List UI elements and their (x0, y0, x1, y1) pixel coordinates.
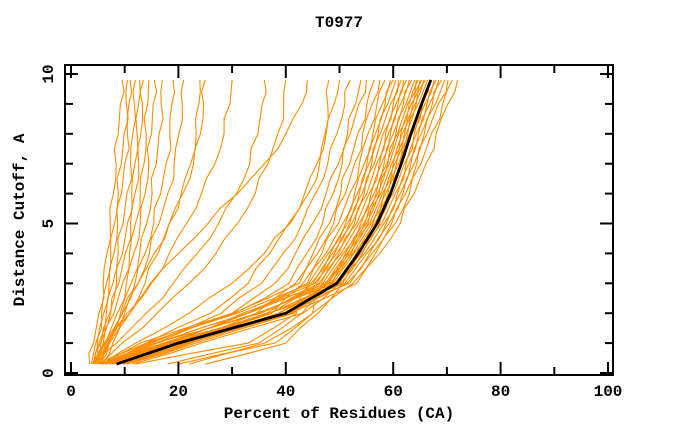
model-curve (98, 79, 164, 365)
model-curve (116, 79, 449, 365)
model-curve (205, 79, 440, 365)
model-curves-layer (88, 79, 459, 366)
model-curve (119, 79, 400, 365)
model-curve (97, 79, 158, 365)
y-axis-title: Distance Cutoff, A (11, 133, 29, 306)
x-axis-title: Percent of Residues (CA) (224, 405, 454, 423)
model-curve (101, 79, 397, 365)
y-tick-label: 10 (40, 64, 58, 83)
x-tick-label: 80 (491, 383, 510, 401)
y-tick-label: 0 (40, 368, 58, 378)
model-curve (96, 79, 150, 365)
model-curve (100, 79, 287, 365)
x-tick-label: 20 (169, 383, 188, 401)
model-curve (102, 79, 341, 365)
model-curve (123, 79, 375, 365)
model-curve (96, 79, 233, 365)
model-curve (167, 79, 426, 365)
x-tick-label: 60 (384, 383, 403, 401)
chart-title: T0977 (315, 14, 363, 32)
model-curve (92, 79, 308, 365)
model-curve (94, 79, 141, 365)
x-tick-label: 40 (276, 383, 295, 401)
model-curve (126, 79, 405, 365)
model-curve (111, 79, 429, 365)
x-tick-label: 100 (594, 383, 623, 401)
y-tick-label: 5 (40, 219, 58, 229)
model-curve (91, 79, 133, 365)
model-curve (132, 79, 435, 365)
model-curve (188, 79, 453, 365)
model-curve (105, 79, 351, 365)
model-curve (88, 79, 125, 365)
model-curve (96, 79, 267, 365)
model-curve (100, 79, 410, 365)
consensus-curve (116, 79, 433, 366)
x-tick-label: 0 (66, 383, 76, 401)
model-curve (94, 79, 206, 365)
axes-layer: 0 20 40 60 80 100 0 5 10 (40, 64, 622, 401)
model-curve (95, 79, 381, 365)
